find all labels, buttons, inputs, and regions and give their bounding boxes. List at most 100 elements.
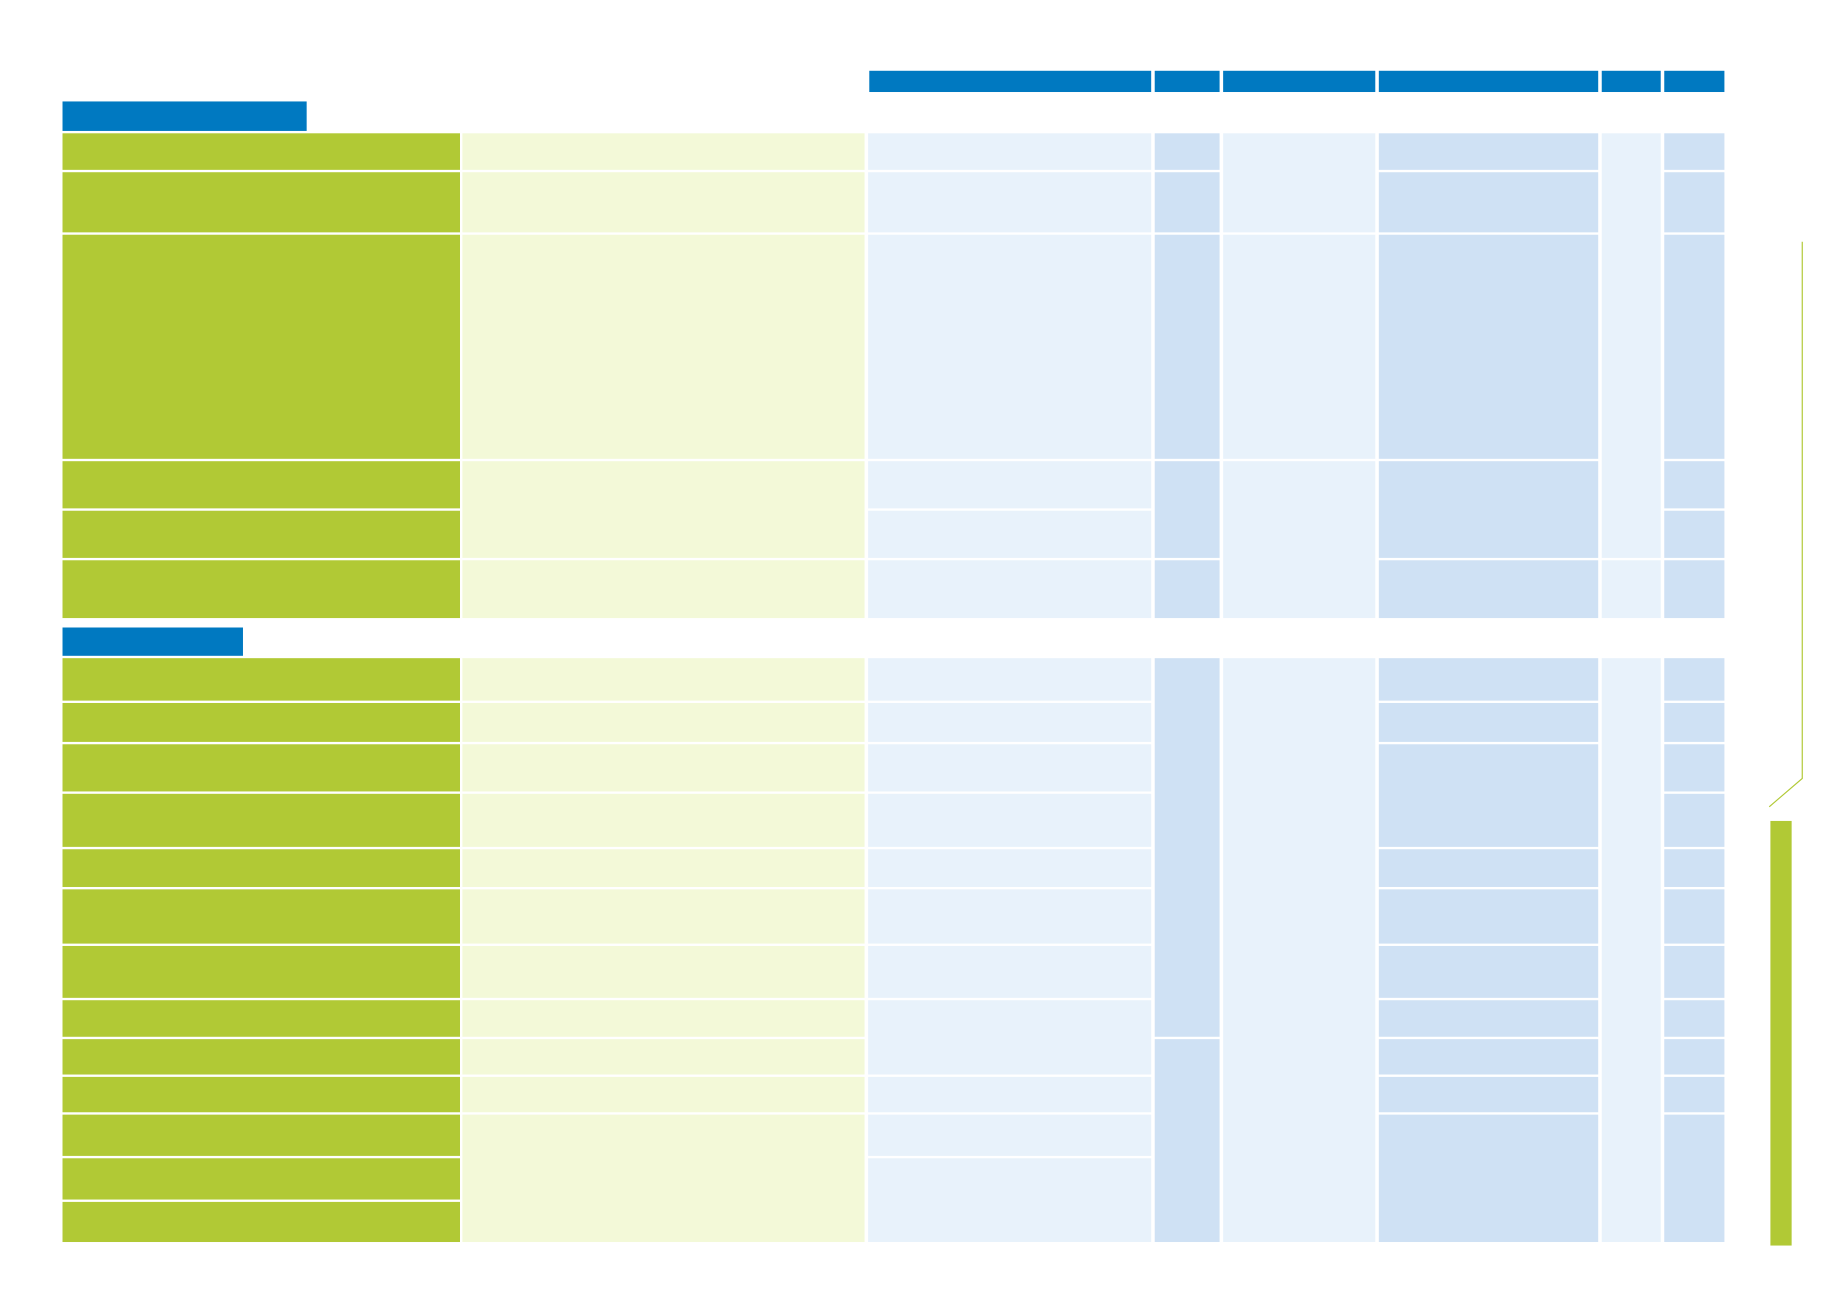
table-cell [868,793,1152,847]
table-cell [1154,461,1220,558]
table-cell [1664,889,1725,944]
row-label-cell [62,1000,461,1037]
table-cell [1378,1000,1599,1037]
table-cell [1664,793,1725,847]
table-cell [1664,945,1725,998]
table-cell [1378,658,1599,701]
table-cell [1664,702,1725,742]
table-cell [1664,172,1725,233]
table-cell [1154,1039,1220,1243]
row-label-cell [62,133,461,170]
table-cell [1154,172,1220,233]
table-cell [868,1000,1152,1075]
table-cell [1664,1076,1725,1113]
table-cell [1378,744,1599,847]
description-cell [462,744,865,792]
table-cell [1601,560,1661,619]
row-label-cell [62,1158,461,1200]
table-cell [1154,133,1220,170]
table-cell [1664,234,1725,459]
side-bar [1770,820,1792,1246]
table-cell [868,849,1152,887]
column-header [1378,70,1599,93]
row-label-cell [62,461,461,509]
column-header [1154,70,1220,93]
row-label-cell [62,234,461,459]
table-cell [868,945,1152,998]
table-cell [1223,133,1376,233]
description-cell [462,172,865,233]
row-label-cell [62,1076,461,1113]
table-cell [1378,234,1599,459]
table-cell [1154,234,1220,459]
table-cell [1378,133,1599,170]
row-label-cell [62,793,461,847]
table-cell [1664,658,1725,701]
table-cell [1378,889,1599,944]
description-cell [462,1039,865,1075]
table-cell [868,889,1152,944]
row-label-cell [62,1114,461,1156]
table-cell [1378,1076,1599,1113]
table-cell [1664,133,1725,170]
table-cell [1378,172,1599,233]
table-cell [1664,1039,1725,1075]
column-header [1664,70,1725,93]
table-cell [1223,234,1376,459]
table-cell [868,510,1152,558]
table-cell [1378,849,1599,887]
description-cell [462,1076,865,1113]
section-tab [62,101,307,131]
table-cell [868,658,1152,701]
table-cell [868,1158,1152,1243]
description-cell [462,133,865,170]
table-cell [1378,945,1599,998]
table-cell [1223,461,1376,619]
table-cell [1378,702,1599,742]
table-cell [1601,658,1661,1243]
table-cell [1154,658,1220,1037]
description-cell [462,1114,865,1243]
column-header [869,70,1152,93]
table-cell [1378,1039,1599,1075]
row-label-cell [62,658,461,701]
table-cell [1223,658,1376,1243]
description-cell [462,793,865,847]
row-label-cell [62,744,461,792]
table-cell [868,461,1152,509]
row-label-cell [62,849,461,887]
section-tab [62,627,243,656]
table-cell [1664,849,1725,887]
table-cell [1154,560,1220,619]
table-cell [868,702,1152,742]
table-cell [868,172,1152,233]
description-cell [462,234,865,459]
table-cell [1664,510,1725,558]
table-cell [868,133,1152,170]
table-cell [1664,1114,1725,1243]
description-cell [462,560,865,619]
row-label-cell [62,510,461,558]
description-cell [462,849,865,887]
description-cell [462,461,865,558]
table-cell [1601,133,1661,558]
table-cell [868,744,1152,792]
table-cell [1664,560,1725,619]
row-label-cell [62,889,461,944]
table-cell [868,1114,1152,1156]
description-cell [462,702,865,742]
row-label-cell [62,560,461,619]
column-header [1223,70,1376,93]
row-label-cell [62,1039,461,1075]
table-cell [868,560,1152,619]
table-cell [868,234,1152,459]
description-cell [462,889,865,944]
table-cell [1664,1000,1725,1037]
table-cell [1664,461,1725,509]
table-cell [1378,560,1599,619]
description-cell [462,1000,865,1037]
side-bracket [1768,241,1803,808]
description-cell [462,945,865,998]
